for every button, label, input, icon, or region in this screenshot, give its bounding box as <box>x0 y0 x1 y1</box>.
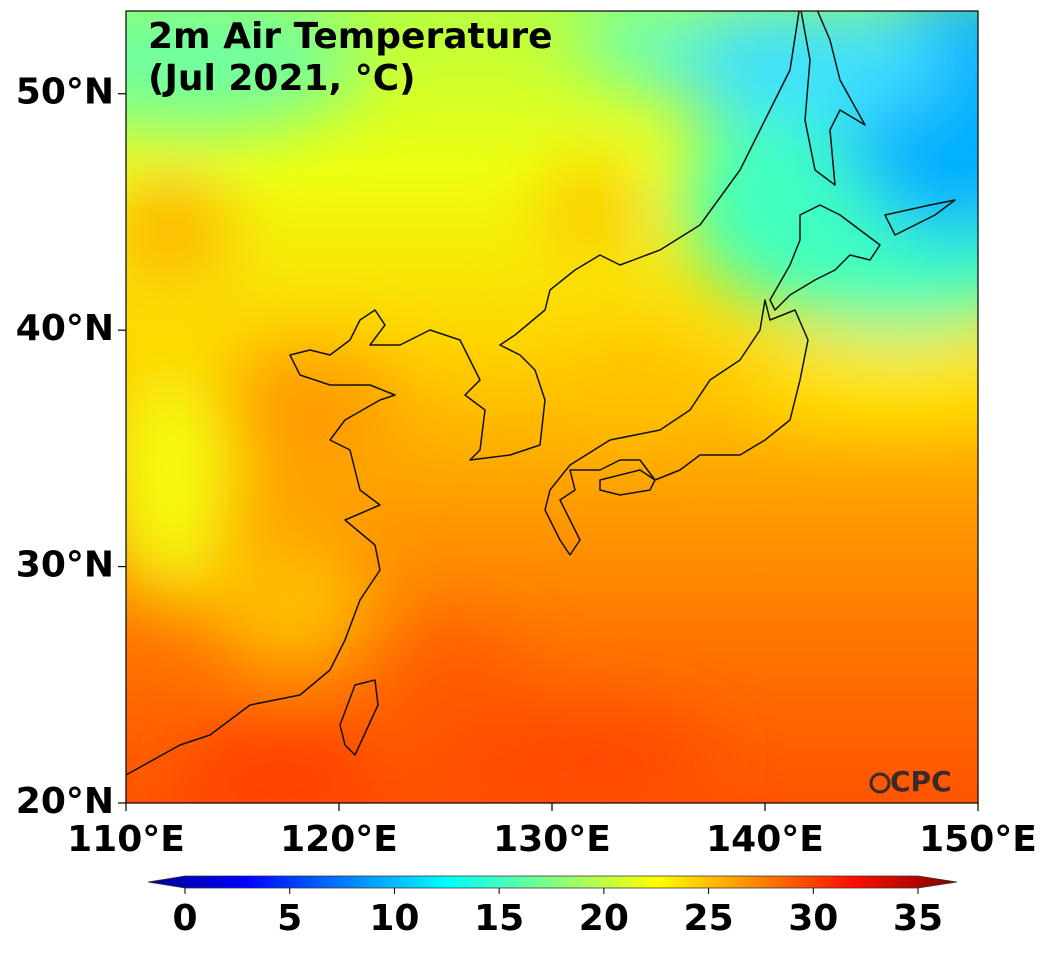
x-tick-label: 150°E <box>919 819 1037 860</box>
colorbar-tick-label: 10 <box>369 898 419 939</box>
colorbar-tick-label: 35 <box>893 898 943 939</box>
colorbar-tick-label: 5 <box>277 898 302 939</box>
colorbar <box>147 875 958 889</box>
colorbar-tick-label: 20 <box>579 898 629 939</box>
x-tick-label: 130°E <box>493 819 611 860</box>
title-line: (Jul 2021, °C) <box>148 58 416 99</box>
title-line: 2m Air Temperature <box>148 16 553 57</box>
temperature-field <box>126 11 978 803</box>
y-tick-label: 30°N <box>16 545 114 586</box>
x-tick-label: 110°E <box>67 819 185 860</box>
coastlines <box>126 11 956 776</box>
y-tick-label: 20°N <box>16 781 114 822</box>
x-tick-label: 120°E <box>280 819 398 860</box>
y-tick-label: 50°N <box>16 72 114 113</box>
x-tick-label: 140°E <box>706 819 824 860</box>
colorbar-tick-label: 30 <box>788 898 838 939</box>
colorbar-tick-label: 15 <box>474 898 524 939</box>
logo: CPC <box>890 765 952 798</box>
logo-icon <box>869 772 891 794</box>
colorbar-tick-label: 25 <box>684 898 734 939</box>
y-tick-label: 40°N <box>16 308 114 349</box>
colorbar-tick-label: 0 <box>172 898 197 939</box>
